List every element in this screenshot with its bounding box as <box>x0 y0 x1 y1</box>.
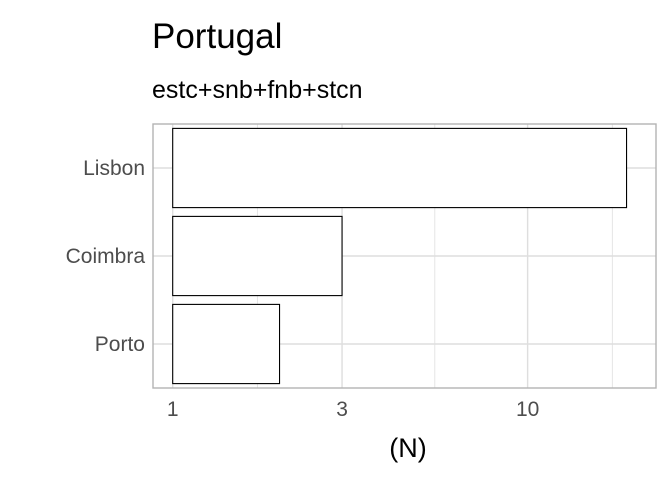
x-tick-label: 1 <box>167 398 179 421</box>
panel-border <box>152 123 657 389</box>
bar-coimbra <box>172 215 343 297</box>
y-tick-label: Porto <box>95 333 145 356</box>
plot-panel: Lisbon Coimbra Porto 1 3 10 <box>66 123 657 421</box>
chart-subtitle: estc+snb+fnb+stcn <box>152 76 363 104</box>
x-tick-label: 3 <box>336 398 348 421</box>
x-axis-title: (N) <box>389 433 426 463</box>
bar-lisbon <box>172 127 628 209</box>
x-tick-label: 10 <box>516 398 539 421</box>
chart-title: Portugal <box>152 17 282 56</box>
bar-porto <box>172 303 281 385</box>
y-tick-label: Lisbon <box>83 157 145 180</box>
y-tick-label: Coimbra <box>66 245 146 268</box>
